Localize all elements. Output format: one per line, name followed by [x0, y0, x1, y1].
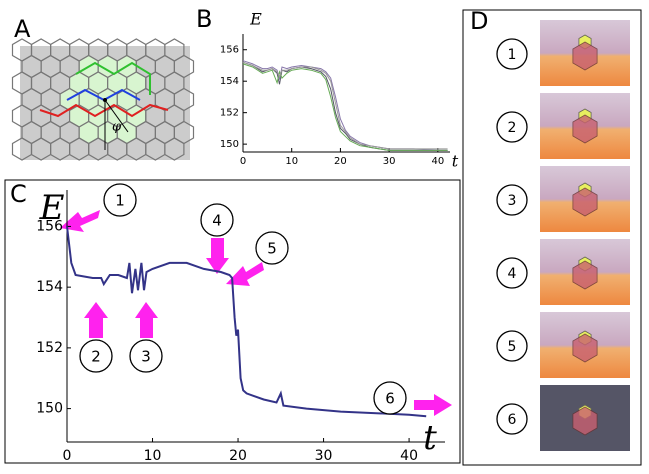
x-tick-label: 30: [383, 156, 396, 167]
panel-frame: [462, 9, 642, 466]
x-tick-label: 20: [229, 448, 247, 464]
step-circle: [496, 257, 528, 289]
callout-circle: [255, 231, 289, 265]
path-green: [75, 61, 151, 95]
snapshots: 1 2 3 4 5 6: [496, 20, 630, 451]
y-tick-label: 150: [220, 139, 239, 150]
snapshot-ring: [572, 41, 598, 71]
callout-circle: [103, 183, 137, 217]
x-tick-label: 40: [431, 156, 444, 167]
snapshot-ring: [572, 260, 598, 290]
y-tick-label: 156: [36, 218, 63, 234]
step-label: 3: [508, 193, 517, 209]
x-axis-label: t: [452, 152, 459, 171]
step-label: 6: [508, 412, 517, 428]
snapshot-ring: [572, 406, 598, 436]
step-circle: [496, 403, 528, 435]
arrow: [414, 394, 452, 416]
x-tick-label: 0: [63, 448, 72, 464]
step-circle: [496, 330, 528, 362]
x-tick-label: 10: [144, 448, 162, 464]
step-label: 5: [508, 339, 517, 355]
y-tick-label: 154: [220, 76, 239, 87]
step-circle: [496, 184, 528, 216]
arrow: [206, 238, 229, 274]
step-label: 2: [508, 120, 517, 136]
callout-label: 3: [141, 348, 151, 366]
callout-label: 2: [91, 348, 101, 366]
x-tick-label: 10: [285, 156, 298, 167]
x-tick-label: 0: [240, 156, 246, 167]
panel-frame: [4, 179, 461, 464]
hex-cell: [164, 137, 185, 161]
y-tick-label: 154: [36, 279, 63, 295]
step-circle: [496, 111, 528, 143]
panel-label: D: [470, 7, 488, 35]
snapshot-ring: [572, 187, 598, 217]
arrow: [135, 302, 158, 338]
callout-circle: [200, 203, 234, 237]
arrow: [226, 262, 264, 286]
arrow: [84, 302, 108, 338]
line-series: [66, 226, 427, 418]
callout-label: 5: [267, 240, 277, 258]
y-tick-label: 152: [220, 108, 239, 119]
callout-label: 4: [212, 212, 222, 230]
y-tick-label: 156: [220, 45, 239, 56]
callout-label: 1: [115, 192, 125, 210]
y-axis-label: E: [249, 10, 262, 29]
center-dot: [103, 98, 107, 102]
y-tick-label: 150: [36, 401, 63, 417]
step-label: 1: [508, 47, 517, 63]
y-axis-label: E: [39, 188, 65, 228]
line-series: [242, 63, 448, 151]
y-tick-label: 152: [36, 340, 63, 356]
panel-label: A: [14, 15, 31, 43]
arrow: [60, 210, 100, 232]
callout-circle: [373, 381, 407, 415]
x-tick-label: 30: [315, 448, 333, 464]
x-axis-label: t: [423, 418, 437, 458]
arrows: [60, 210, 452, 416]
x-tick-label: 20: [334, 156, 347, 167]
line-series: [242, 61, 448, 151]
hex-lattice: [11, 38, 195, 161]
callout-label: 6: [385, 390, 395, 408]
step-circle: [496, 38, 528, 70]
x-tick-label: 40: [400, 448, 418, 464]
snapshot-ring: [572, 114, 598, 144]
step-label: 4: [508, 266, 517, 282]
callout-circle: [79, 339, 113, 373]
callout-circle: [129, 339, 163, 373]
panel-label: B: [196, 5, 212, 33]
axis-line: [104, 99, 129, 133]
angle-label: φ: [112, 120, 122, 135]
snapshot-ring: [572, 333, 598, 363]
panel-label: C: [10, 180, 27, 208]
line-series: [242, 61, 448, 150]
